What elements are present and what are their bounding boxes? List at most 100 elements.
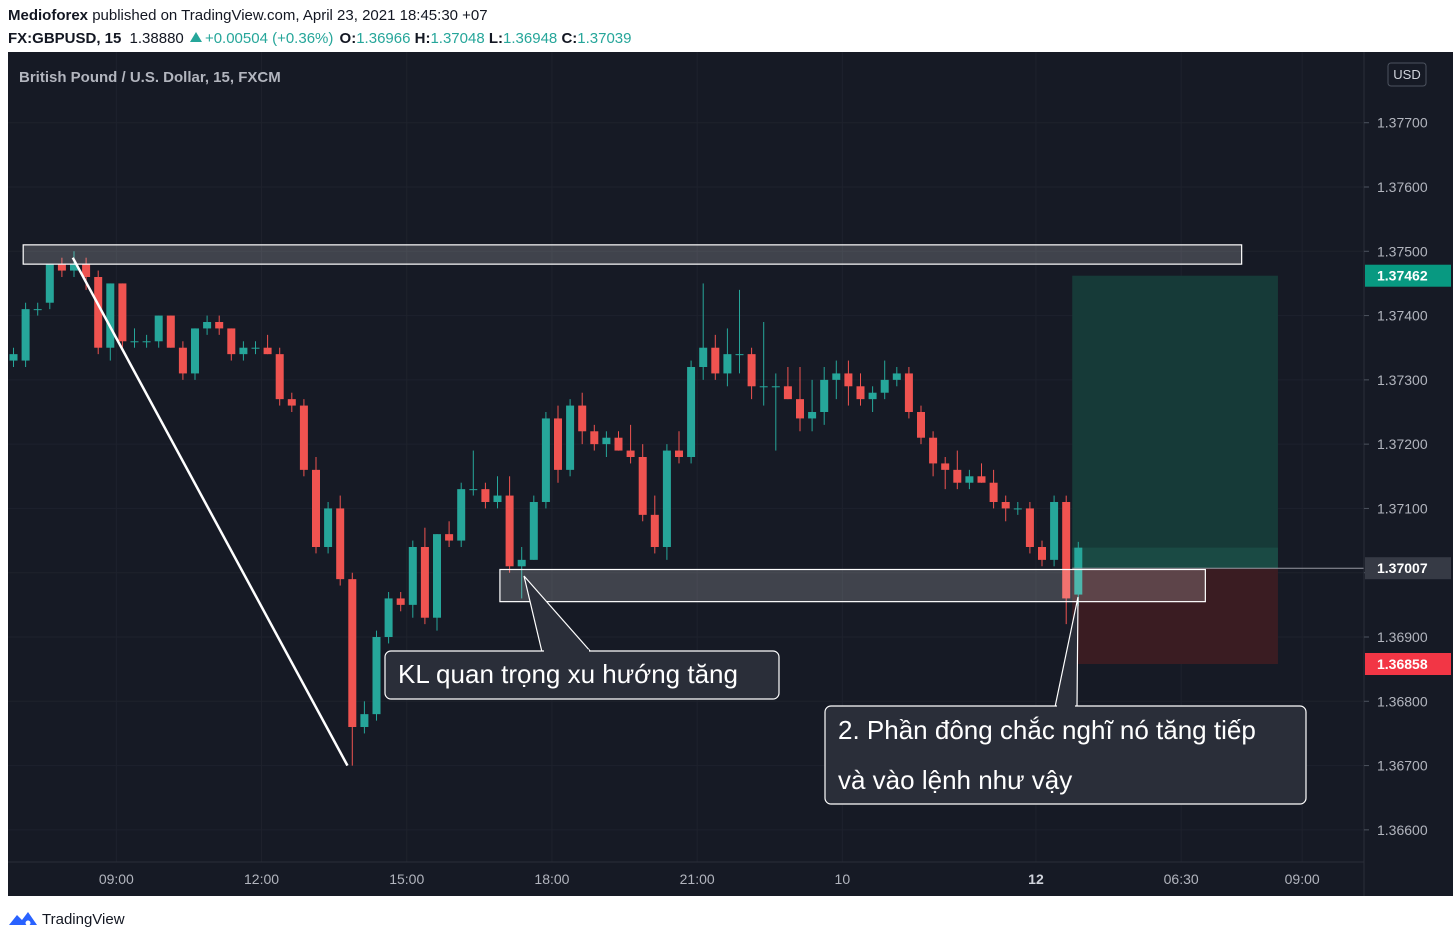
candle-down: [650, 514, 659, 547]
candle-up: [771, 386, 780, 388]
candle-up: [70, 264, 78, 271]
candle-down: [287, 399, 296, 406]
high-label: H:: [414, 30, 431, 47]
y-tick-label: 1.36700: [1377, 758, 1428, 774]
candle-down: [275, 354, 284, 400]
candle-down: [783, 386, 792, 400]
currency-badge[interactable]: [1387, 62, 1427, 87]
x-tick-label: 15:00: [389, 871, 424, 887]
x-tick-label: 09:00: [1285, 871, 1320, 887]
resistance-zone-box[interactable]: [22, 244, 1243, 265]
candle-up: [808, 412, 817, 419]
candle-up: [21, 309, 30, 361]
symbol-label: FX:GBPUSD, 15: [8, 30, 122, 47]
candle-down: [796, 399, 804, 419]
close-value: 1.37039: [577, 30, 632, 47]
candle-up: [832, 373, 841, 380]
callout-kl-text: KL quan trọng xu hướng tăng: [398, 659, 738, 689]
publish-header: Medioforex published on TradingView.com,…: [0, 0, 1454, 52]
candle-down: [856, 386, 865, 400]
candle-down: [57, 264, 66, 271]
candle-down: [118, 283, 127, 342]
chart-container[interactable]: 1.366001.367001.368001.369001.370001.371…: [8, 52, 1453, 896]
candle-up: [33, 309, 42, 311]
candle-up: [602, 437, 611, 445]
candle-up: [9, 354, 18, 361]
candle-up: [469, 489, 478, 491]
price-tag-current: [1365, 557, 1451, 580]
candle-up: [759, 386, 768, 388]
y-tick-label: 1.37700: [1377, 115, 1428, 131]
tradingview-logo[interactable]: TradingView: [8, 909, 125, 929]
x-tick-label: 09:00: [99, 871, 134, 887]
candle-down: [747, 354, 756, 387]
profit-zone[interactable]: [1072, 275, 1278, 569]
candle-down: [312, 469, 320, 547]
key-level-box[interactable]: [499, 568, 1206, 603]
candle-up: [541, 418, 550, 502]
candle-down: [578, 405, 587, 432]
candle-down: [1062, 502, 1071, 599]
candle-down: [675, 450, 683, 457]
author-name[interactable]: Medioforex: [8, 7, 89, 24]
candle-up: [820, 379, 829, 412]
candle-down: [215, 322, 224, 329]
candle-down: [396, 598, 405, 605]
candle-up: [251, 347, 260, 349]
currency-label: USD: [1393, 67, 1420, 82]
candle-up: [868, 392, 877, 400]
candle-down: [1025, 508, 1034, 547]
candle-up: [191, 328, 199, 374]
candle-down: [227, 328, 236, 355]
candle-down: [590, 431, 599, 445]
candle-up: [203, 322, 212, 329]
candle-down: [178, 347, 187, 374]
price-chart[interactable]: 1.366001.367001.368001.369001.370001.371…: [8, 52, 1453, 896]
candle-up: [723, 354, 732, 374]
price-tag-stop: [1365, 653, 1451, 675]
candle-up: [154, 315, 163, 342]
candle-down: [299, 405, 308, 470]
y-tick-label: 1.37200: [1377, 436, 1428, 452]
candle-down: [336, 508, 345, 580]
candle-up: [529, 502, 538, 560]
symbol-quote-line: FX:GBPUSD, 15 1.38880 +0.00504 (+0.36%) …: [8, 30, 632, 47]
publish-info: Medioforex published on TradingView.com,…: [8, 7, 488, 24]
y-tick-label: 1.37100: [1377, 500, 1428, 516]
candle-up: [965, 476, 974, 483]
candle-down: [420, 547, 429, 618]
x-tick-label: 10: [835, 871, 851, 887]
candle-up: [880, 379, 889, 393]
high-value: 1.37048: [430, 30, 485, 47]
y-tick-label: 1.37300: [1377, 372, 1428, 388]
trend-line[interactable]: [71, 257, 349, 767]
candle-up: [1013, 508, 1022, 510]
candle-down: [94, 277, 103, 348]
published-text: published on TradingView.com, April 23, …: [92, 7, 488, 24]
candle-down: [711, 347, 720, 374]
callout-crowd-text: và vào lệnh như vậy: [838, 765, 1072, 795]
candle-up: [457, 489, 466, 541]
candle-up: [45, 264, 54, 303]
candle-down: [82, 264, 91, 277]
loss-zone[interactable]: [1072, 568, 1278, 664]
open-value: 1.36966: [356, 30, 411, 47]
price-tag-current-label: 1.37007: [1377, 560, 1428, 576]
candle-down: [166, 315, 175, 348]
candle-down: [1001, 502, 1010, 509]
candle-up: [372, 637, 381, 715]
y-tick-label: 1.36800: [1377, 693, 1428, 709]
x-tick-label: 21:00: [680, 871, 715, 887]
y-tick-label: 1.37600: [1377, 179, 1428, 195]
candle-up: [892, 373, 901, 380]
candle-down: [977, 476, 986, 483]
candle-up: [142, 341, 151, 343]
candle-down: [554, 418, 562, 470]
chart-title: British Pound / U.S. Dollar, 15, FXCM: [19, 69, 281, 86]
candle-up: [1074, 547, 1083, 595]
candle-up: [1050, 502, 1059, 560]
y-tick-label: 1.36900: [1377, 629, 1428, 645]
candle-up: [517, 559, 526, 567]
low-value: 1.36948: [503, 30, 558, 47]
candle-down: [348, 579, 357, 727]
